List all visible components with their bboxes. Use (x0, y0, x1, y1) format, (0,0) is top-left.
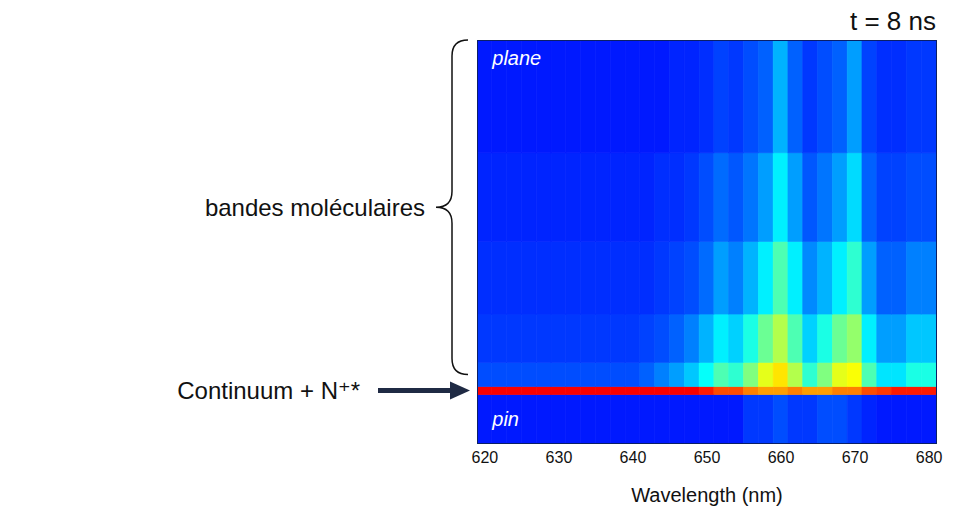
svg-text:plane: plane (491, 47, 541, 69)
svg-text:670: 670 (842, 449, 869, 466)
svg-text:Continuum + N⁺*: Continuum + N⁺* (177, 377, 360, 404)
svg-text:660: 660 (768, 449, 795, 466)
svg-text:680: 680 (916, 449, 943, 466)
svg-text:630: 630 (546, 449, 573, 466)
svg-text:640: 640 (620, 449, 647, 466)
svg-text:t = 8 ns: t = 8 ns (850, 6, 936, 36)
svg-text:pin: pin (491, 408, 519, 430)
svg-text:Wavelength (nm): Wavelength (nm) (631, 484, 783, 506)
svg-text:650: 650 (694, 449, 721, 466)
svg-text:bandes moléculaires: bandes moléculaires (205, 194, 425, 221)
svg-text:620: 620 (472, 449, 499, 466)
